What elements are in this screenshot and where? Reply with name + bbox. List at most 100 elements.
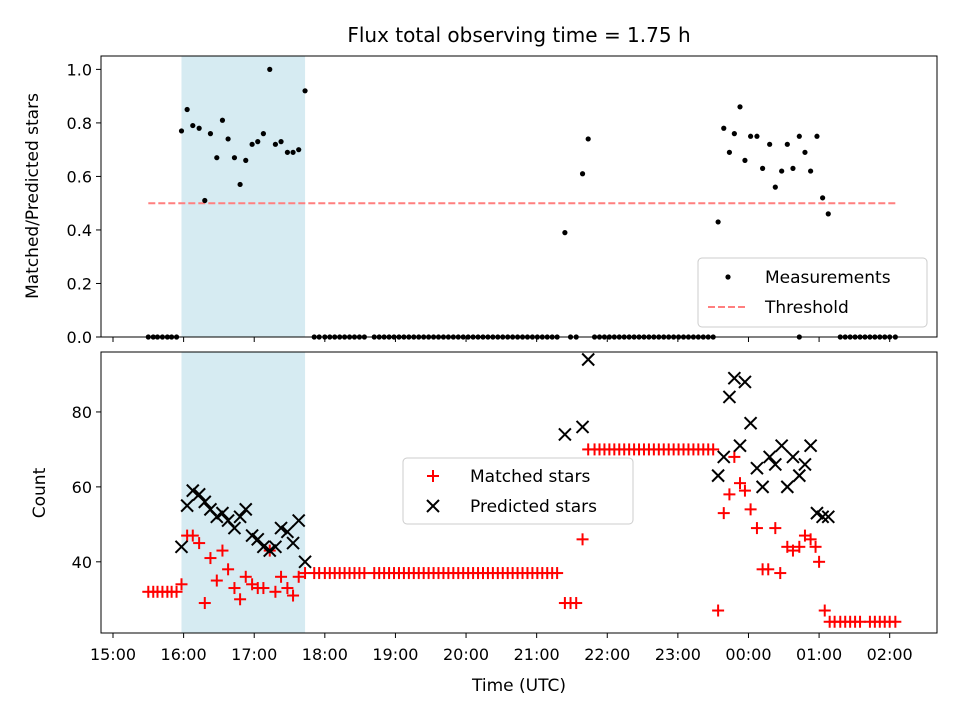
predicted-star-point-b: [815, 510, 830, 524]
predicted-star-point: [743, 416, 758, 430]
matched-star-point: [707, 443, 720, 456]
predicted-star-point: [768, 457, 783, 472]
predicted-star-point-b: [711, 468, 725, 483]
matched-star-point: [813, 555, 826, 568]
predicted-star-point-b: [575, 420, 590, 434]
measurement-point: [814, 133, 820, 139]
matched-star-point: [281, 582, 294, 595]
matched-star-point: [762, 563, 775, 576]
predicted-star-point-b: [727, 371, 742, 385]
predicted-star-point-b: [798, 457, 812, 472]
measurement-point: [784, 141, 790, 147]
predicted-star-point: [233, 510, 247, 524]
predicted-star-point: [780, 480, 795, 494]
chart-title: Flux total observing time = 1.75 h: [347, 23, 690, 47]
matched-star-point: [889, 615, 902, 628]
matched-star-point: [175, 578, 188, 591]
measurement-point: [178, 128, 185, 134]
predicted-star-point-b: [174, 540, 189, 554]
predicted-star-point: [251, 532, 265, 547]
predicted-star-point: [239, 502, 253, 517]
measurement-point: [267, 66, 273, 72]
x-tick-label: 16:00: [161, 645, 207, 664]
predicted-star-point-b: [227, 521, 242, 535]
measurement-point: [715, 219, 721, 225]
predicted-star-point: [286, 536, 300, 550]
predicted-star-point-b: [233, 510, 247, 524]
count-points: [142, 352, 902, 628]
predicted-star-point: [803, 438, 818, 453]
x-tick-label: 21:00: [514, 645, 560, 664]
predicted-star-point-b: [558, 427, 572, 442]
measurement-point: [767, 141, 773, 147]
top-legend: Measurements Threshold: [697, 257, 928, 328]
measurement-point: [731, 131, 737, 137]
matched-star-point: [257, 582, 270, 595]
predicted-star-point-b: [280, 525, 295, 539]
predicted-star-point: [298, 555, 312, 569]
predicted-star-point-b: [286, 536, 300, 550]
matched-star-point: [738, 484, 751, 497]
y-tick-label: 60: [72, 478, 92, 497]
measurement-point: [290, 149, 296, 155]
matched-star-point: [198, 597, 211, 610]
measurement-point: [754, 133, 760, 139]
measurement-point: [219, 117, 226, 123]
measurement-point: [579, 171, 586, 177]
legend-threshold-label: Threshold: [764, 298, 849, 318]
measurement-point: [585, 136, 591, 142]
predicted-star-point: [186, 483, 200, 498]
predicted-star-point-b: [821, 510, 835, 524]
measurement-point: [796, 133, 802, 139]
y-tick-label: 40: [72, 553, 92, 572]
y-tick-label: 0.2: [67, 274, 92, 293]
predicted-star-point: [727, 371, 742, 385]
predicted-star-point-b: [291, 513, 306, 528]
matched-star-point: [292, 570, 305, 583]
predicted-star-point: [581, 352, 595, 367]
measurement-point: [184, 106, 190, 113]
predicted-star-point-b: [256, 540, 271, 554]
measurement-point: [772, 184, 778, 190]
matched-star-point: [793, 540, 806, 553]
top-legend-box: [697, 257, 928, 328]
y-tick-label: 0.8: [67, 114, 92, 133]
matched-star-point: [818, 604, 831, 617]
bottom-y-ticks: 40 60 80: [72, 403, 101, 572]
predicted-star-point-b: [251, 532, 265, 547]
predicted-star-point-b: [733, 438, 747, 453]
legend-matched-marker: [427, 470, 439, 482]
measurement-point: [260, 131, 266, 137]
top-y-ticks: 0.0 0.2 0.4 0.6 0.8 1.0: [67, 60, 101, 347]
predicted-star-point: [558, 427, 572, 442]
predicted-star-point: [174, 540, 189, 554]
predicted-star-point-b: [198, 495, 212, 509]
predicted-star-point: [755, 480, 770, 494]
measurement-point: [249, 141, 255, 147]
measurement-point: [243, 157, 249, 163]
bottom-y-axis-label: Count: [30, 467, 50, 518]
predicted-star-point-b: [762, 450, 777, 464]
predicted-star-point-b: [274, 521, 288, 535]
measurement-point: [231, 155, 238, 161]
x-tick-label: 19:00: [372, 645, 418, 664]
matched-star-point: [717, 507, 730, 520]
measurement-point: [214, 155, 220, 161]
matched-star-point: [269, 585, 282, 598]
legend-measurements-label: Measurements: [765, 268, 891, 288]
legend-measurements-marker: [725, 274, 731, 280]
predicted-star-point: [268, 540, 283, 554]
x-tick-label: 20:00: [443, 645, 489, 664]
matched-star-point: [210, 574, 223, 587]
measurement-point: [296, 147, 302, 153]
x-tick-label: 01:00: [796, 645, 842, 664]
measurement-point: [808, 168, 814, 174]
matched-star-point: [170, 585, 183, 598]
predicted-star-point: [815, 510, 830, 524]
predicted-star-point: [280, 525, 295, 539]
predicted-star-point-b: [268, 540, 283, 554]
predicted-star-point-b: [786, 450, 800, 464]
predicted-star-point: [750, 461, 764, 475]
predicted-star-point-b: [792, 468, 807, 483]
